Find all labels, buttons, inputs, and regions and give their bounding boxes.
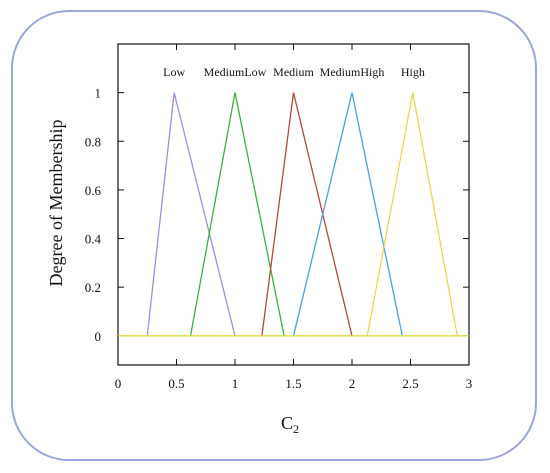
chart-frame [11,10,537,461]
y-tick-label: 1 [95,86,102,101]
x-tick-label: 0.5 [168,376,184,391]
term-label-mediumlow: MediumLow [204,65,267,79]
x-axis-label-main: C [281,413,293,433]
y-tick-label: 0 [95,329,102,344]
x-tick-label: 2.5 [402,376,418,391]
term-label-medium: Medium [273,65,314,79]
x-tick-label: 1 [232,376,239,391]
term-label-low: Low [163,65,185,79]
x-axis-label-subscript: 2 [293,422,299,436]
x-tick-label: 3 [466,376,473,391]
term-label-mediumhigh: MediumHigh [320,65,385,79]
y-tick-label: 0.8 [85,134,101,149]
series-medium-line [261,92,353,336]
series-low-line [146,92,236,336]
x-tick-label: 2 [349,376,356,391]
y-tick-label: 0.6 [85,183,102,198]
series-mediumlow-line [189,92,285,336]
series-mediumhigh-line [292,92,403,336]
plot-border [117,43,470,366]
y-axis-label: Degree of Membership [46,120,66,287]
x-tick-label: 0 [115,376,122,391]
y-tick-label: 0.4 [85,232,102,247]
term-label-high: High [401,65,425,79]
y-tick-label: 0.2 [85,280,101,295]
x-tick-label: 1.5 [285,376,301,391]
x-axis-label: C2 [281,413,299,436]
plot-area: 0 0.5 1 1.5 2 2.5 3 0 0.2 0.4 0.6 0.8 1 Low MediumLow M… [85,43,473,391]
series-high-line [366,92,458,336]
